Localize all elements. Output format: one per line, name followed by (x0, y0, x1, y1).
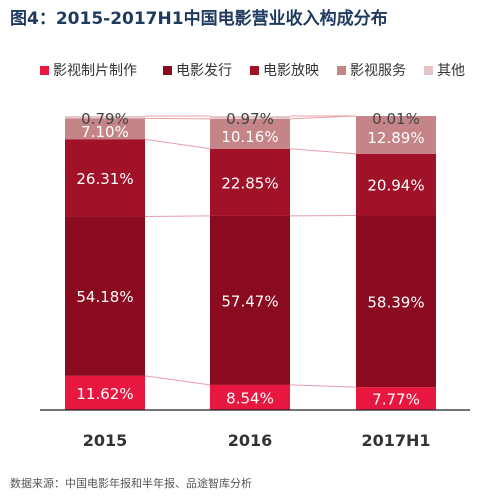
x-tick-label: 2015 (83, 431, 128, 450)
bar-segment-2017H1-1 (356, 215, 436, 388)
connector-line (144, 117, 211, 120)
bar-segment-2015-0 (65, 375, 145, 410)
legend-swatch (163, 65, 172, 75)
source-note: 数据来源：中国电影年报和半年报、品途智库分析 (10, 477, 252, 490)
page-title: 图4：2015-2017H1中国电影营业收入构成分布 (10, 9, 388, 29)
data-label: 10.16% (221, 128, 278, 146)
data-label: 26.31% (76, 170, 133, 188)
data-label: 11.62% (76, 385, 133, 403)
bar-segment-2016-0 (210, 384, 290, 410)
legend-item-distribution: 电影发行 (163, 60, 232, 80)
bar-segment-2015-2 (65, 139, 145, 217)
connector-line (144, 375, 211, 386)
connector-line (144, 215, 211, 218)
bar-segment-2016-2 (210, 148, 290, 216)
legend-label: 其他 (437, 63, 465, 79)
bar-segment-2015-3 (65, 118, 145, 140)
legend-item-services: 影视服务 (337, 60, 406, 80)
data-label: 20.94% (367, 177, 424, 195)
connector-line (289, 148, 357, 155)
data-label: 0.79% (81, 110, 129, 128)
legend-label: 影视制片制作 (53, 63, 137, 79)
legend-label: 电影发行 (176, 63, 232, 79)
legend-swatch (337, 65, 346, 75)
x-tick-label: 2016 (228, 431, 273, 450)
data-label: 0.97% (226, 110, 274, 128)
stacked-bar-chart: 11.62% 54.18% 26.31% 7.10%0.79% 8.54% 57.47% 2… (40, 110, 470, 450)
legend-item-production: 影视制片制作 (40, 60, 137, 80)
data-label: 58.39% (367, 293, 424, 311)
legend-swatch (250, 65, 259, 75)
connector-line (289, 384, 357, 388)
legend-item-screening: 电影放映 (250, 60, 319, 80)
data-label: 22.85% (221, 174, 278, 192)
bar-segment-2016-4 (210, 116, 290, 119)
legend-label: 电影放映 (263, 63, 319, 79)
data-label: 54.18% (76, 288, 133, 306)
data-label: 12.89% (367, 129, 424, 147)
connector-line (144, 138, 211, 150)
chart-legend: 影视制片制作 电影发行 电影放映 影视服务 其他 (0, 60, 496, 80)
data-label: 7.77% (372, 391, 420, 409)
data-label: 0.01% (372, 110, 420, 128)
bar-segment-2016-3 (210, 118, 290, 149)
data-label: 7.10% (81, 123, 129, 141)
x-tick-label: 2017H1 (361, 431, 430, 450)
bar-segment-2017H1-3 (356, 116, 436, 154)
bar-segment-2015-1 (65, 216, 145, 376)
bar-segment-2017H1-0 (356, 387, 436, 410)
data-label: 8.54% (226, 389, 274, 407)
legend-swatch (40, 65, 49, 75)
bar-segment-2017H1-2 (356, 153, 436, 216)
bar-segment-2015-4 (65, 116, 145, 119)
legend-item-other: 其他 (424, 60, 465, 80)
data-label: 57.47% (221, 292, 278, 310)
legend-label: 影视服务 (350, 63, 406, 79)
bar-segment-2016-1 (210, 215, 290, 385)
legend-swatch (424, 65, 433, 75)
